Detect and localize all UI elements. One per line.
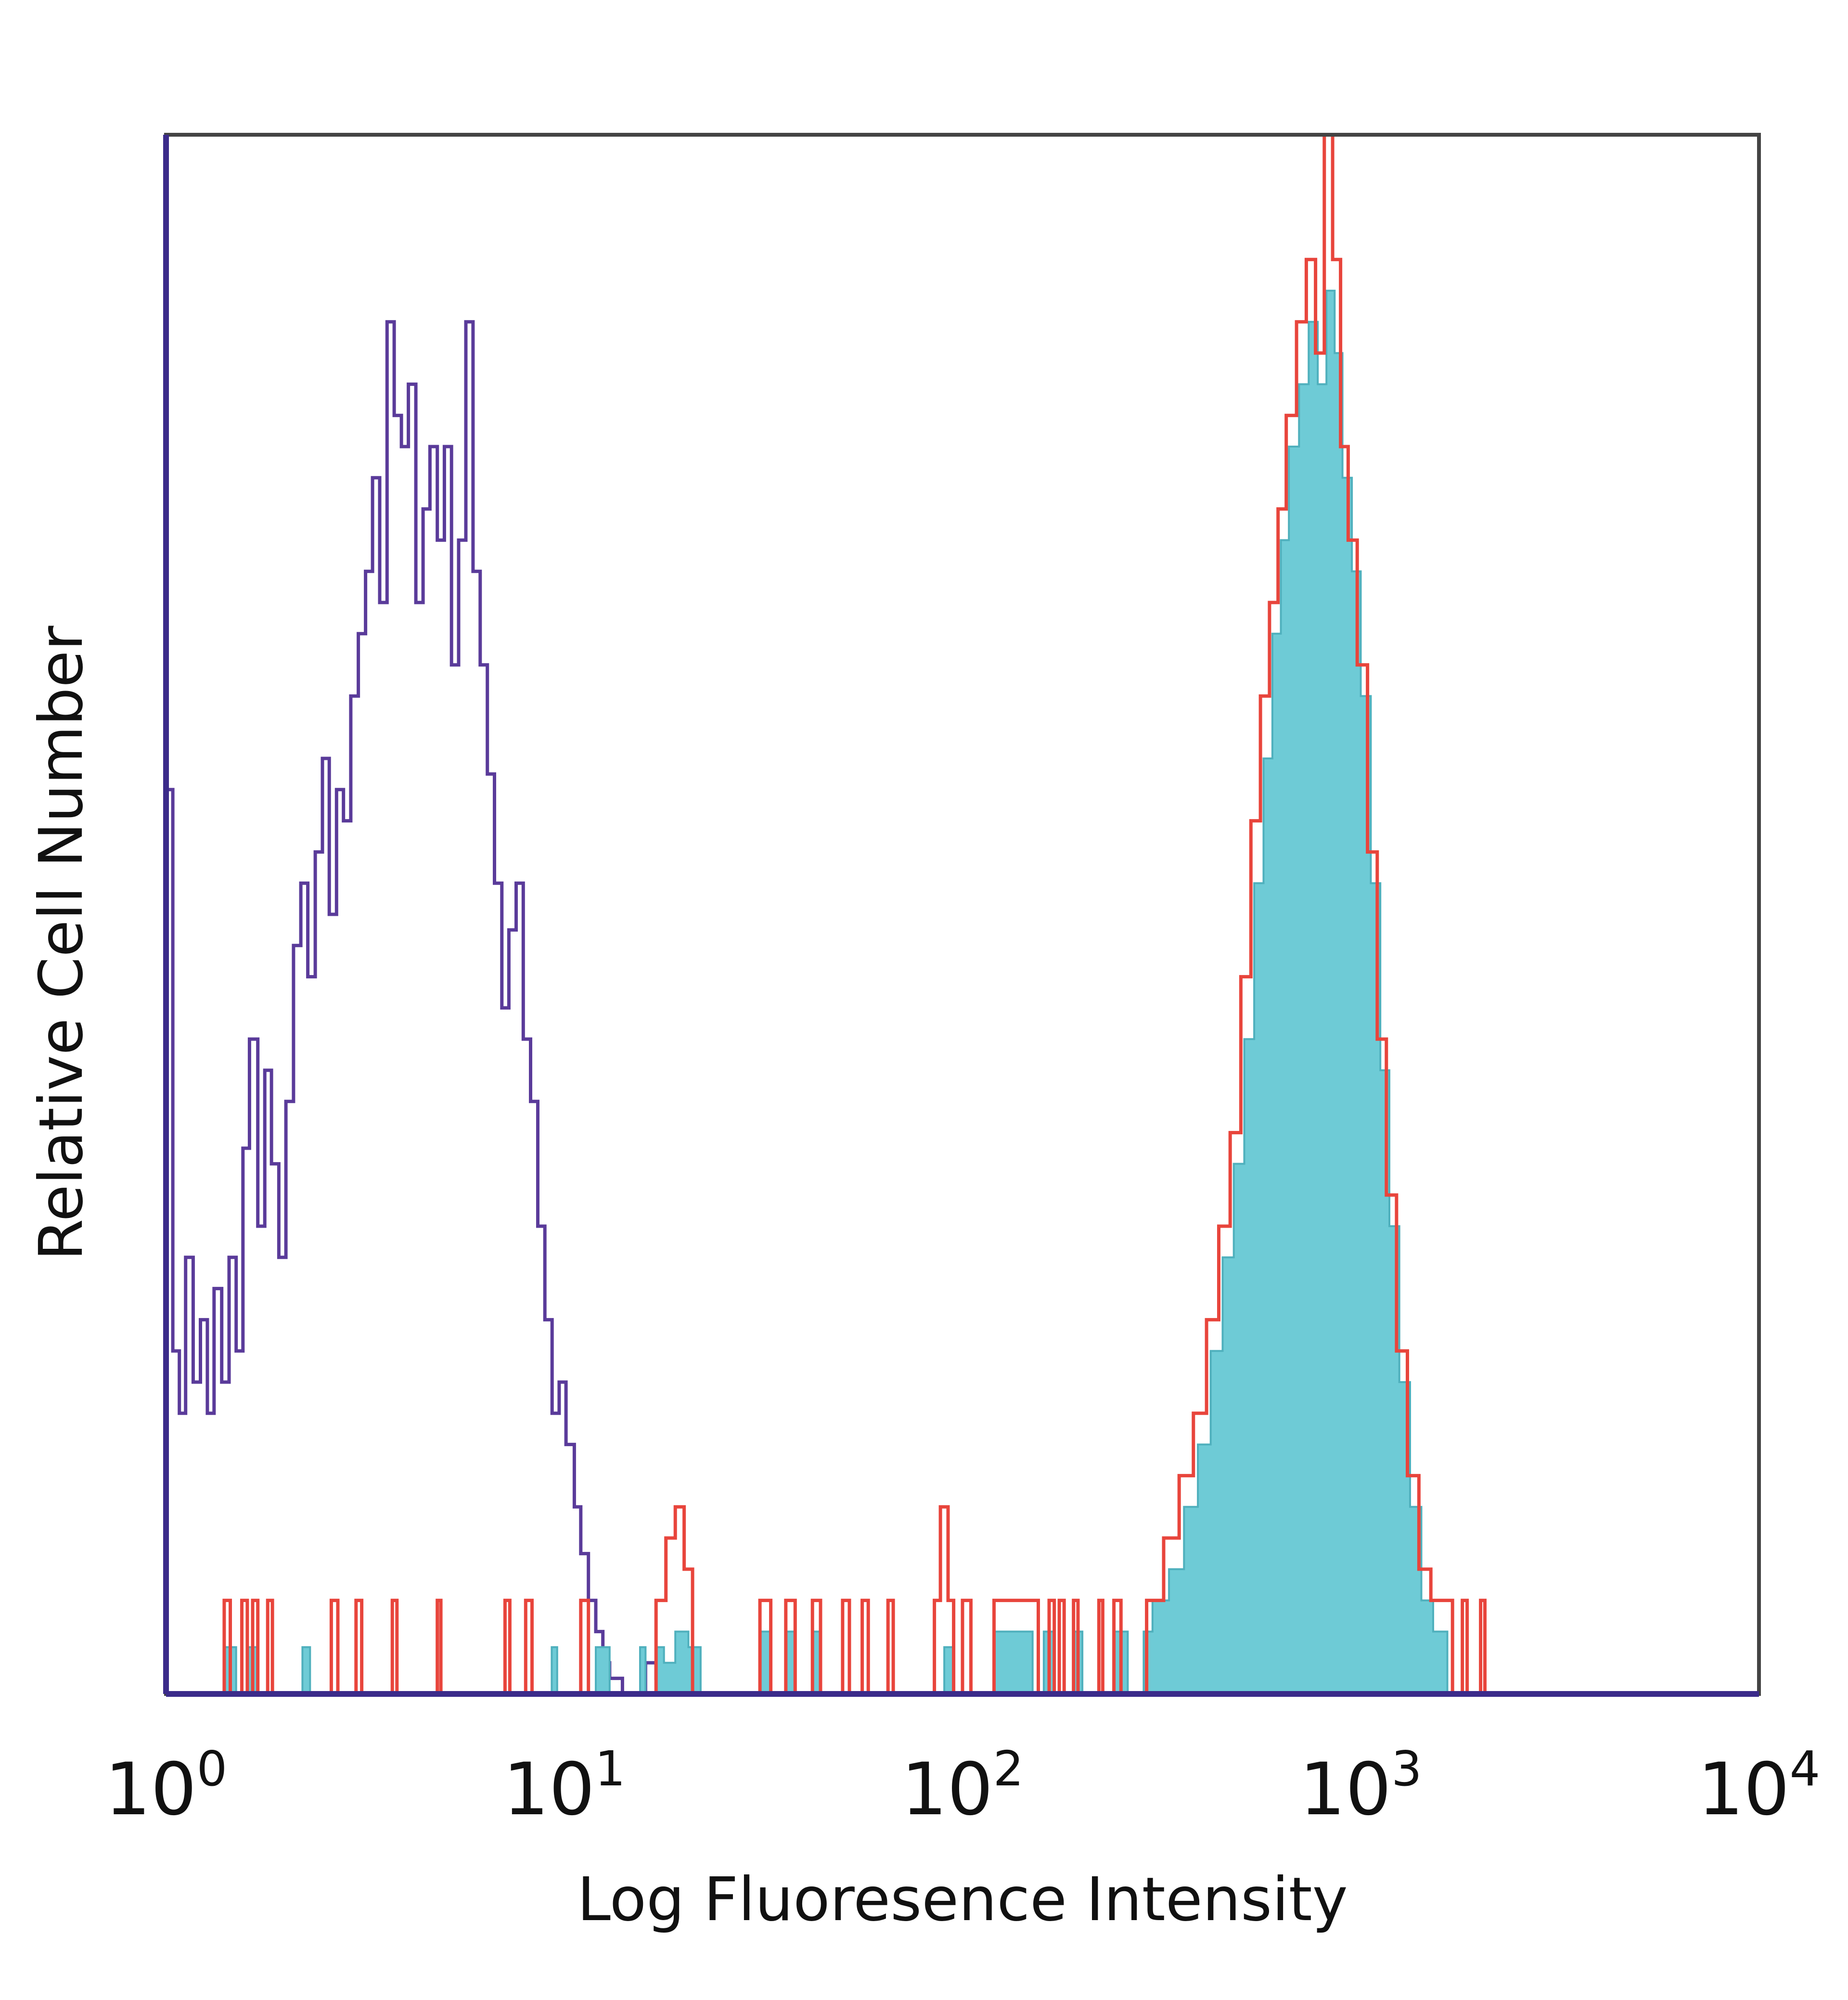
x-tick-label-4: 104 <box>1698 1741 1821 1832</box>
x-tick-base: 10 <box>105 1748 197 1832</box>
x-axis-label: Log Fluoresence Intensity <box>577 1865 1348 1935</box>
x-tick-label-2: 102 <box>901 1741 1024 1832</box>
x-tick-base: 10 <box>503 1748 595 1832</box>
x-tick-exponent: 3 <box>1391 1741 1422 1797</box>
x-tick-exponent: 4 <box>1790 1741 1821 1797</box>
y-axis-label: Relative Cell Number <box>26 626 96 1261</box>
outline-histogram-2 <box>166 133 1759 1696</box>
x-tick-exponent: 1 <box>595 1741 626 1797</box>
x-tick-label-1: 101 <box>503 1741 626 1832</box>
x-tick-exponent: 2 <box>993 1741 1024 1797</box>
x-tick-exponent: 0 <box>197 1741 228 1797</box>
x-tick-base: 10 <box>901 1748 993 1832</box>
filled-histogram-1 <box>166 290 1759 1695</box>
x-tick-base: 10 <box>1698 1748 1790 1832</box>
plot-frame <box>164 133 1761 1696</box>
outline-histogram-0 <box>164 320 1759 1696</box>
x-tick-labels: 100 101 102 103 104 <box>105 1741 1821 1832</box>
x-tick-label-0: 100 <box>105 1741 228 1832</box>
x-tick-label-3: 103 <box>1299 1741 1422 1832</box>
x-tick-base: 10 <box>1299 1748 1391 1832</box>
series-layer <box>164 133 1759 1696</box>
